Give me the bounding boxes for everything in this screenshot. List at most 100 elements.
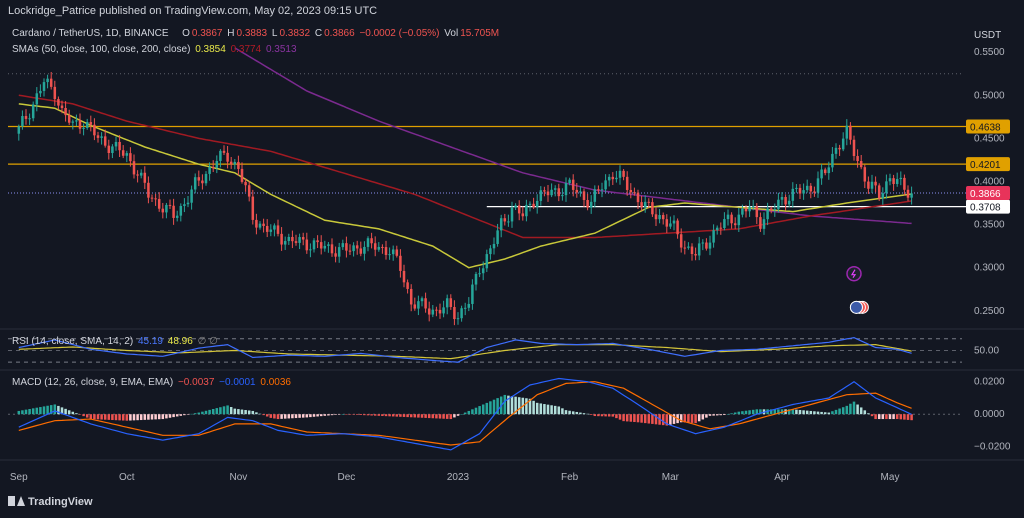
macd-histogram-bar [103,414,107,420]
macd-histogram-bar [381,414,384,416]
candle-body [345,243,348,251]
macd-histogram-bar [276,414,280,420]
candle-body [280,233,283,245]
candle-body [366,238,370,247]
candle-body [273,225,276,230]
candle-body [424,298,427,309]
macd-histogram-bar [528,398,532,415]
macd-histogram-bar [586,413,589,415]
candle-body [388,254,391,256]
macd-histogram-bar [265,414,269,417]
macd-histogram-bar [867,413,870,415]
candle-body [373,243,377,250]
candle-body [661,215,665,220]
macd-histogram-bar [345,414,348,415]
macd-histogram-bar [744,410,748,415]
candle-body [845,125,849,139]
candle-body [226,152,229,162]
macd-histogram-bar [42,406,46,415]
candle-body [535,200,539,207]
macd-histogram-bar [190,413,193,415]
candle-body [118,141,121,151]
rsi-legend: RSI (14, close, SMA, 14, 2) 45.19 48.96 … [12,336,220,347]
macd-histogram-bar [136,414,139,421]
macd-histogram-bar [298,414,301,418]
open-value: 0.3867 [191,28,223,39]
candle-body [600,189,604,191]
macd-histogram-bar [337,414,341,415]
candle-body [24,116,28,119]
candle-body [687,246,690,248]
macd-histogram-bar [316,414,319,417]
macd-histogram-bar [427,414,431,419]
macd-histogram-bar [723,414,726,415]
candle-body [755,206,759,218]
candle-body [575,189,579,193]
candle-body [316,240,319,243]
candle-body [215,160,219,168]
candle-body [161,208,165,213]
macd-histogram-bar [643,414,647,424]
macd-histogram-bar [539,403,543,415]
candle-body [571,179,575,190]
candle-body [665,219,669,227]
candle-body [172,205,175,218]
macd-histogram-bar [705,414,708,418]
macd-histogram-bar [553,405,557,415]
candle-body [762,219,766,229]
candle-body [46,78,49,83]
candle-body [327,244,330,246]
candle-body [143,172,147,183]
candle-body [733,223,737,226]
macd-histogram-bar [237,409,240,415]
macd-histogram-bar [543,404,546,415]
candle-body [863,167,867,182]
candle-body [672,220,676,224]
candle-body [179,205,183,216]
candle-body [467,303,471,308]
macd-histogram-bar [49,405,53,415]
candle-body [737,214,741,226]
macd-histogram-bar [154,414,157,420]
macd-histogram-bar [651,414,654,424]
macd-histogram-bar [492,399,496,415]
candle-body [420,298,424,302]
time-tick-label: May [881,472,900,483]
macd-histogram-bar [399,414,402,417]
candle-body [593,189,597,202]
tradingview-logo[interactable]: TradingView [8,496,93,508]
macd-signal-value: 0.0036 [260,377,291,388]
macd-histogram-bar [247,410,251,415]
candle-body [71,121,75,123]
macd-histogram-bar [874,414,877,420]
candle-body [255,219,258,228]
macd-histogram-bar [89,414,93,420]
macd-histogram-bar [611,414,615,417]
macd-histogram-bar [233,408,237,415]
candle-body [496,230,499,244]
candle-body [175,215,179,218]
candle-body [809,185,813,192]
candle-body [499,218,503,231]
candle-body [748,206,751,212]
candle-body [715,227,719,231]
macd-histogram-bar [802,410,805,415]
macd-histogram-bar [503,394,507,415]
macd-histogram-bar [370,414,373,416]
macd-histogram-bar [118,414,121,421]
candle-body [669,223,672,227]
macd-histogram-bar [683,414,687,423]
candle-body [222,150,226,153]
candle-body [201,180,204,184]
macd-histogram-bar [197,412,201,415]
macd-histogram-bar [845,405,849,415]
candle-body [431,309,435,315]
macd-histogram-bar [831,411,834,415]
candle-body [679,234,683,248]
candle-body [82,127,85,129]
macd-histogram-bar [816,411,820,415]
support-level-label: 0.3708 [970,203,1001,214]
macd-histogram-bar [877,414,881,420]
candle-body [629,189,633,193]
